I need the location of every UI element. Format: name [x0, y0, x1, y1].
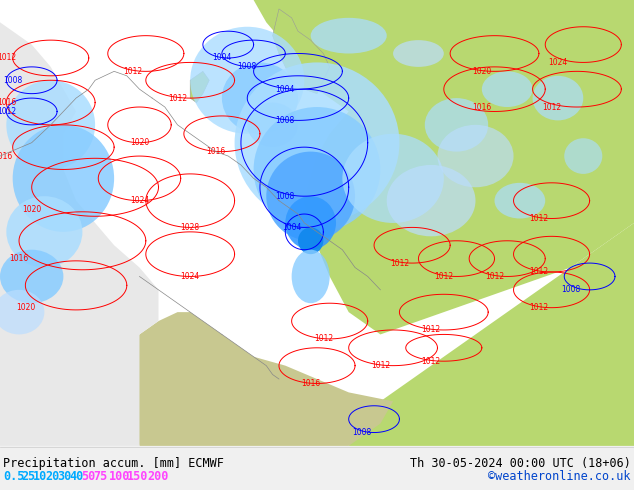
Text: ©weatheronline.co.uk: ©weatheronline.co.uk	[489, 470, 631, 484]
Text: 1008: 1008	[352, 428, 371, 437]
Text: 1012: 1012	[529, 268, 548, 276]
Ellipse shape	[0, 250, 63, 303]
Text: 1020: 1020	[472, 67, 491, 76]
Text: 1004: 1004	[276, 85, 295, 94]
Ellipse shape	[387, 165, 476, 236]
Text: 1008: 1008	[276, 192, 295, 201]
Text: 100: 100	[109, 470, 131, 484]
Ellipse shape	[393, 40, 444, 67]
Text: 40: 40	[69, 470, 83, 484]
Ellipse shape	[0, 290, 44, 335]
Polygon shape	[127, 312, 393, 446]
Ellipse shape	[495, 183, 545, 219]
Text: 1016: 1016	[206, 147, 225, 156]
Text: 1008: 1008	[3, 76, 22, 85]
Ellipse shape	[222, 62, 298, 134]
Text: 1024: 1024	[130, 196, 149, 205]
Text: 1024: 1024	[548, 58, 567, 67]
Text: 1020: 1020	[130, 138, 149, 147]
Text: 1012: 1012	[422, 325, 441, 335]
Polygon shape	[254, 0, 634, 334]
Text: 10: 10	[33, 470, 48, 484]
Ellipse shape	[342, 134, 444, 223]
Text: 1012: 1012	[434, 272, 453, 281]
Ellipse shape	[235, 62, 399, 223]
Text: 0.5: 0.5	[3, 470, 24, 484]
Ellipse shape	[6, 80, 95, 170]
Text: 1008: 1008	[276, 116, 295, 125]
Ellipse shape	[564, 138, 602, 174]
Polygon shape	[349, 223, 634, 446]
Text: 1016: 1016	[10, 254, 29, 263]
Text: 1012: 1012	[371, 361, 390, 370]
Ellipse shape	[292, 250, 330, 303]
Ellipse shape	[311, 18, 387, 53]
Text: 1012: 1012	[124, 67, 143, 76]
Ellipse shape	[254, 107, 380, 232]
Ellipse shape	[298, 227, 323, 254]
Text: 1012: 1012	[529, 214, 548, 223]
Ellipse shape	[190, 27, 304, 134]
Text: 1008: 1008	[561, 285, 580, 294]
Text: 50: 50	[81, 470, 95, 484]
Text: 1012: 1012	[485, 272, 504, 281]
Text: Th 30-05-2024 00:00 UTC (18+06): Th 30-05-2024 00:00 UTC (18+06)	[410, 457, 631, 470]
Text: 150: 150	[127, 470, 148, 484]
Ellipse shape	[533, 76, 583, 121]
Text: 30: 30	[57, 470, 71, 484]
Polygon shape	[273, 9, 330, 94]
Text: 1028: 1028	[181, 223, 200, 232]
Text: 75: 75	[93, 470, 107, 484]
Text: 1012: 1012	[422, 357, 441, 366]
Text: 200: 200	[147, 470, 169, 484]
Polygon shape	[260, 102, 279, 129]
Text: 1012: 1012	[390, 259, 409, 268]
Text: 5: 5	[27, 470, 34, 484]
Text: 2: 2	[21, 470, 28, 484]
Polygon shape	[0, 22, 158, 446]
Text: 1012: 1012	[0, 107, 16, 116]
Text: 1004: 1004	[282, 223, 301, 232]
Ellipse shape	[13, 125, 114, 232]
Text: 1004: 1004	[212, 53, 231, 62]
Text: 1020: 1020	[22, 205, 41, 214]
Ellipse shape	[482, 72, 533, 107]
Text: 1012: 1012	[529, 303, 548, 312]
Ellipse shape	[437, 125, 514, 187]
Ellipse shape	[285, 196, 336, 250]
Text: 1016: 1016	[301, 379, 320, 388]
Text: 1012: 1012	[314, 334, 333, 343]
Text: 1012: 1012	[168, 94, 187, 102]
Ellipse shape	[266, 151, 355, 241]
Text: 1016: 1016	[472, 102, 491, 112]
Text: 1020: 1020	[16, 303, 35, 312]
Text: 1012: 1012	[542, 102, 561, 112]
Polygon shape	[190, 72, 209, 102]
Text: 1012: 1012	[0, 53, 16, 62]
Text: 1008: 1008	[238, 62, 257, 72]
Text: Precipitation accum. [mm] ECMWF: Precipitation accum. [mm] ECMWF	[3, 457, 224, 470]
Text: 1024: 1024	[181, 272, 200, 281]
Text: 1016: 1016	[0, 98, 16, 107]
Text: 1016: 1016	[0, 151, 13, 161]
Ellipse shape	[425, 98, 488, 151]
Text: 20: 20	[45, 470, 59, 484]
Ellipse shape	[6, 196, 82, 268]
Ellipse shape	[247, 102, 298, 147]
